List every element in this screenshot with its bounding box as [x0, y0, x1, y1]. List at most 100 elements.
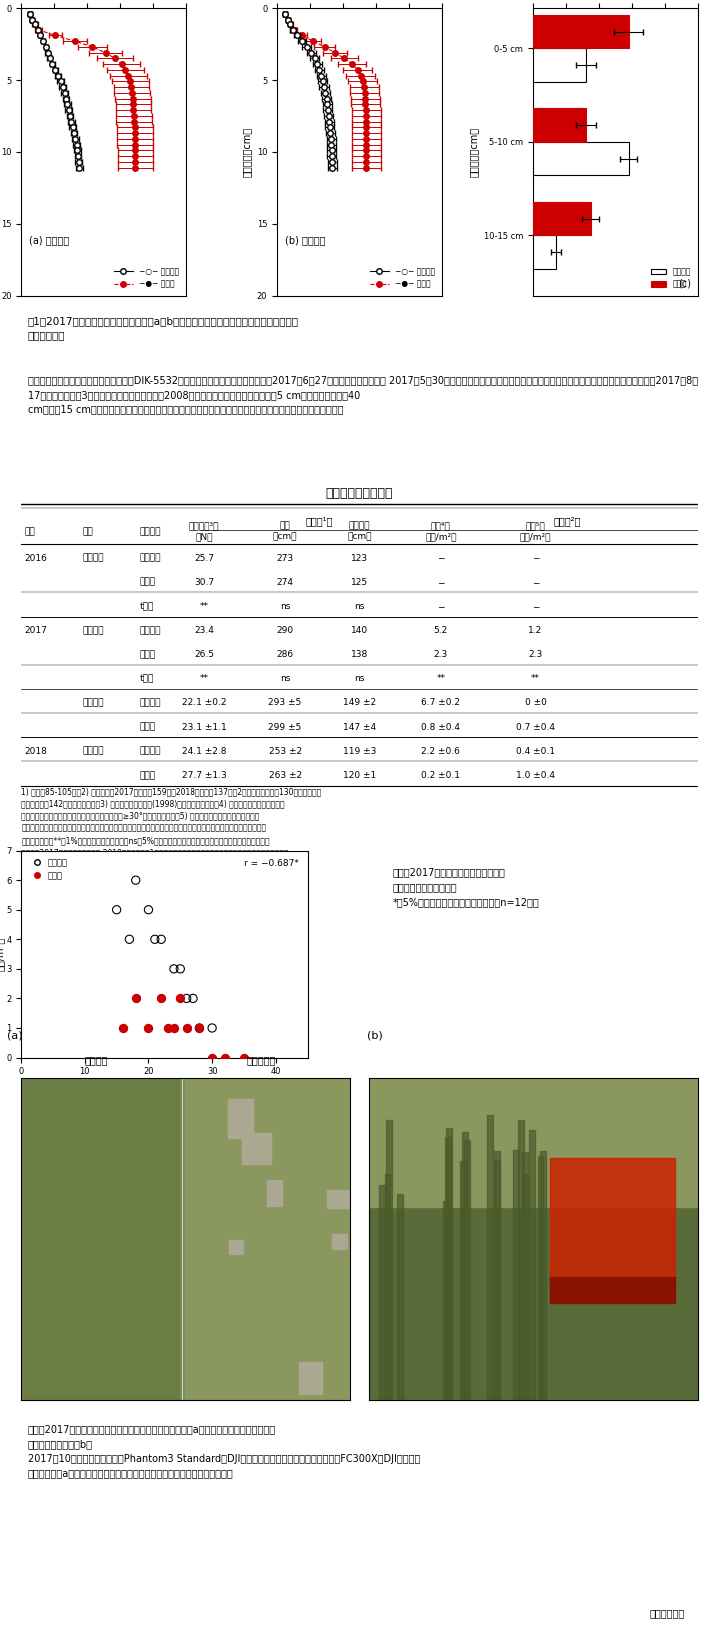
Text: 22.1 ±0.2: 22.1 ±0.2 — [182, 698, 226, 708]
Text: 273: 273 — [276, 554, 294, 562]
Text: **: ** — [436, 674, 446, 683]
プラウ — [162, 1015, 173, 1041]
Text: 0.4 ±0.1: 0.4 ±0.1 — [516, 747, 555, 755]
ロータリ — [207, 1015, 218, 1041]
Text: 1) 播種咆85-105日、2) 黒ボク土：2017年播種後159日、2018年播種後137日、2グライ土：播種後130日（ロータリ
耕）、播種後142日（プラ: 1) 播種咆85-105日、2) 黒ボク土：2017年播種後159日、2018年… — [21, 788, 321, 870]
Text: 黒ボク土: 黒ボク土 — [82, 626, 104, 634]
ロータリ — [124, 925, 135, 952]
Text: 6.7 ±0.2: 6.7 ±0.2 — [422, 698, 460, 708]
ロータリ — [156, 925, 167, 952]
Text: 乳熟期¹）: 乳熟期¹） — [305, 517, 333, 526]
Y-axis label: 倒伏
（株/m²）: 倒伏 （株/m²） — [0, 937, 5, 971]
プラウ — [143, 1015, 154, 1041]
Text: **: ** — [531, 674, 540, 683]
Bar — [462, 1131, 468, 1400]
プラウ — [117, 1015, 128, 1041]
Text: プラウ: プラウ — [140, 770, 156, 780]
Text: 折損⁵）
（株/m²）: 折損⁵） （株/m²） — [520, 522, 551, 541]
Text: (c): (c) — [678, 280, 691, 289]
Bar — [513, 1149, 520, 1400]
Text: 着雌穂高
（cm）: 着雌穂高 （cm） — [348, 522, 372, 541]
Text: 27.7 ±1.3: 27.7 ±1.3 — [181, 770, 226, 780]
Text: 138: 138 — [351, 651, 368, 659]
Text: ns: ns — [355, 602, 364, 611]
ロータリ — [130, 867, 142, 893]
プラウ — [175, 986, 186, 1012]
Text: −: − — [437, 602, 445, 611]
Text: 253 ±2: 253 ±2 — [269, 747, 302, 755]
Bar — [185, 1077, 350, 1400]
Bar — [518, 1120, 524, 1400]
Text: 26.5: 26.5 — [194, 651, 214, 659]
Text: 2.2 ±0.6: 2.2 ±0.6 — [422, 747, 460, 755]
Bar — [460, 1161, 466, 1400]
Text: 0.8 ±0.4: 0.8 ±0.4 — [422, 723, 460, 731]
Bar — [443, 1202, 449, 1400]
Text: 倒伏⁴）
（株/m²）: 倒伏⁴） （株/m²） — [425, 522, 457, 541]
Text: 290: 290 — [276, 626, 294, 634]
Text: 2016: 2016 — [25, 554, 47, 562]
Text: 図３　2017年グライ土における台風通過後の圈場の様子（a）およびロータリ耕圈場にお
ける収穫時の様子（b）
2017年10月９日にドローン（Phantom3 : 図３ 2017年グライ土における台風通過後の圈場の様子（a）およびロータリ耕圈場… — [28, 1424, 420, 1478]
Text: 1.2: 1.2 — [528, 626, 543, 634]
Text: 147 ±4: 147 ±4 — [343, 723, 376, 731]
Text: 274: 274 — [276, 577, 293, 587]
Text: 黒ボク土: 黒ボク土 — [82, 554, 104, 562]
Text: **: ** — [200, 602, 209, 611]
Text: −: − — [532, 602, 539, 611]
Text: 2018: 2018 — [25, 747, 47, 755]
Bar — [533, 203, 591, 235]
Text: ロータリ: ロータリ — [140, 554, 161, 562]
ロータリ — [181, 986, 192, 1012]
Bar — [243, 1133, 271, 1164]
Bar — [550, 1158, 675, 1287]
Text: （篹遠善哉）: （篹遠善哉） — [649, 1609, 685, 1619]
Text: 表１　倒伏関連形質: 表１ 倒伏関連形質 — [326, 487, 393, 500]
Text: プラウ: プラウ — [140, 651, 156, 659]
Bar — [538, 1156, 544, 1400]
プラウ — [168, 1015, 180, 1041]
Text: (b) グライ土: (b) グライ土 — [286, 235, 326, 245]
Text: 図２　2017年の黒ボク土における倒伏
個体数と引倒し力の関係
*は5%水準で有意であることを示す（n=12）。: 図２ 2017年の黒ボク土における倒伏 個体数と引倒し力の関係 *は5%水準で有… — [392, 867, 539, 907]
プラウ — [130, 986, 142, 1012]
Text: ロータリ耕: ロータリ耕 — [246, 1055, 276, 1064]
Text: 土壌貫入抗抗値は、貰入式土壌硬度計（DIK-5532；大起理化工業）を用いて播種後の2017年6月27日（黒ボク土）および 2017年5月30日（グライ土）に測: 土壌貫入抗抗値は、貰入式土壌硬度計（DIK-5532；大起理化工業）を用いて播種… — [28, 376, 698, 414]
ロータリ — [188, 986, 199, 1012]
ロータリ — [168, 956, 180, 983]
Legend: ロータリ, プラウ: ロータリ, プラウ — [648, 263, 694, 291]
Text: 286: 286 — [276, 651, 294, 659]
Bar — [327, 1190, 357, 1208]
Text: 0 ±0: 0 ±0 — [525, 698, 546, 708]
プラウ — [194, 1015, 205, 1041]
ロータリ — [143, 896, 154, 922]
Text: −: − — [437, 554, 445, 562]
Bar — [465, 1140, 470, 1400]
Text: 2.3: 2.3 — [528, 651, 543, 659]
Text: 耕起処理: 耕起処理 — [140, 526, 161, 536]
Legend: −○− ロータリ, −●− プラウ: −○− ロータリ, −●− プラウ — [111, 263, 183, 291]
Bar — [494, 1151, 500, 1400]
Text: 2017: 2017 — [25, 626, 47, 634]
Bar — [533, 108, 586, 142]
プラウ — [238, 1045, 250, 1071]
Text: 299 ±5: 299 ±5 — [269, 723, 302, 731]
Text: 2.3: 2.3 — [434, 651, 448, 659]
Text: 稈長
（cm）: 稈長 （cm） — [273, 522, 298, 541]
Bar — [398, 1194, 403, 1400]
Text: ロータリ: ロータリ — [140, 698, 161, 708]
Text: −: − — [437, 577, 445, 587]
Text: t検定: t検定 — [140, 602, 154, 611]
Bar — [331, 1234, 347, 1249]
Text: r = −0.687*: r = −0.687* — [244, 858, 299, 868]
プラウ — [219, 1045, 231, 1071]
Bar — [533, 15, 629, 49]
Bar — [550, 1277, 675, 1303]
Bar — [267, 1180, 283, 1207]
Text: 引倒し力³）
（N）: 引倒し力³） （N） — [189, 522, 219, 541]
Text: (a) 黒ボク土: (a) 黒ボク土 — [30, 235, 70, 245]
Bar — [384, 1174, 391, 1400]
Text: 123: 123 — [351, 554, 368, 562]
Text: 120 ±1: 120 ±1 — [343, 770, 376, 780]
Text: 23.1 ±1.1: 23.1 ±1.1 — [181, 723, 226, 731]
Text: ns: ns — [280, 674, 290, 683]
Text: 125: 125 — [351, 577, 368, 587]
